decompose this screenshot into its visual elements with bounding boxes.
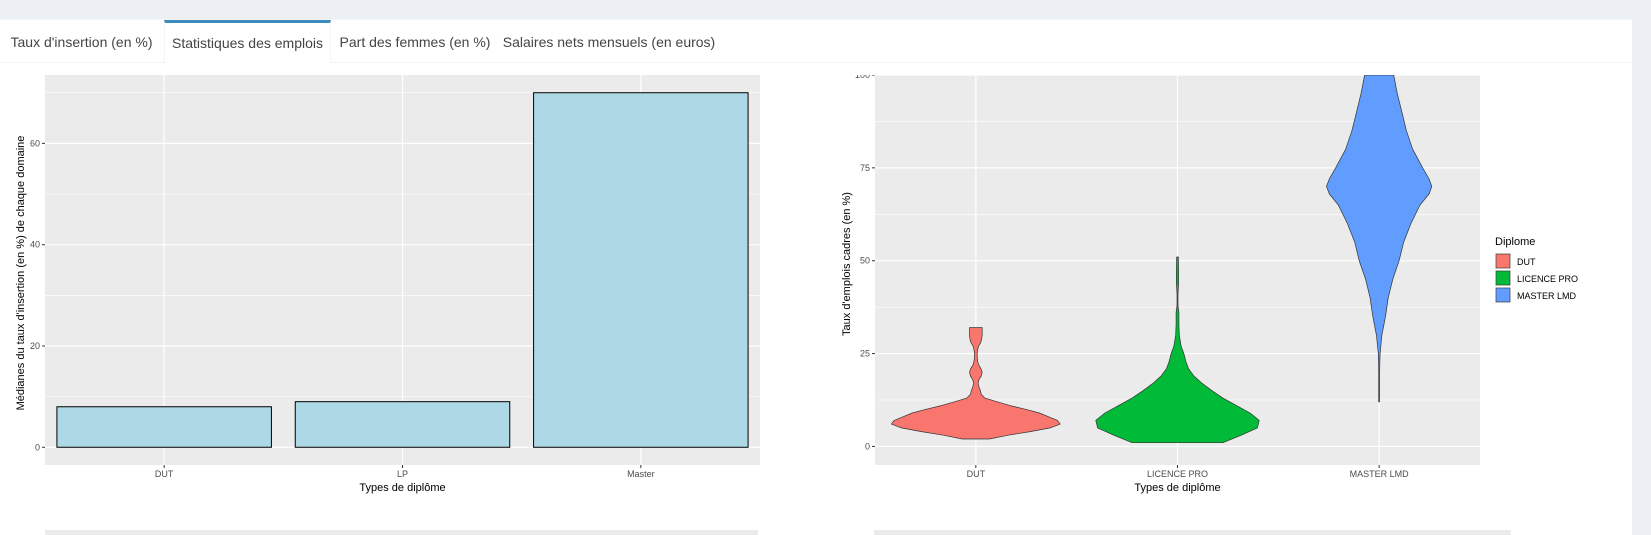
x-tick-label: DUT — [967, 469, 986, 479]
violin-licence-pro — [1095, 256, 1260, 444]
bar-dut — [56, 406, 272, 448]
next-plot-strip-left — [45, 530, 758, 535]
tab-statistiques-emplois[interactable]: Statistiques des emplois — [164, 20, 331, 63]
bar-master — [533, 92, 749, 448]
x-tick-label: DUT — [155, 469, 174, 479]
legend-key-master-lmd — [1495, 287, 1511, 303]
bar-chart-x-axis-title: Types de diplôme — [359, 482, 445, 494]
y-tick-label: 75 — [860, 163, 870, 173]
y-tick-label: 0 — [35, 442, 40, 452]
tab-taux-insertion[interactable]: Taux d'insertion (en %) — [10, 34, 153, 50]
violin-chart-x-axis: DUT LICENCE PRO MASTER LMD — [967, 465, 1410, 479]
y-tick-label: 40 — [30, 240, 40, 250]
legend-label: MASTER LMD — [1517, 291, 1577, 301]
bar-lp — [294, 401, 511, 448]
y-tick-label: 0 — [865, 441, 870, 451]
violin-chart-y-axis: 0 25 50 75 100 — [855, 75, 875, 451]
tab-bar: Taux d'insertion (en %) Statistiques des… — [0, 20, 1632, 63]
tab-salaires-nets[interactable]: Salaires nets mensuels (en euros) — [502, 34, 716, 50]
y-tick-label: 20 — [30, 341, 40, 351]
tab-part-femmes[interactable]: Part des femmes (en %) — [339, 34, 491, 50]
y-tick-label: 100 — [855, 75, 870, 80]
x-tick-label: LICENCE PRO — [1147, 469, 1208, 479]
bar-chart: 0 20 40 60 DUT LP Master Types de diplôme Méd… — [15, 75, 760, 494]
y-tick-label: 25 — [860, 349, 870, 359]
legend-label: DUT — [1517, 257, 1536, 267]
violin-chart-violins — [891, 75, 1433, 444]
violin-master-lmd — [1326, 75, 1433, 403]
x-tick-label: LP — [397, 469, 408, 479]
x-tick-label: MASTER LMD — [1350, 469, 1410, 479]
violin-chart-legend: Diplome DUT LICENCE PRO MASTER LMD — [1495, 236, 1578, 303]
bar-chart-bars — [56, 92, 749, 448]
legend-key-licence-pro — [1495, 270, 1511, 286]
bar-chart-y-axis-title: Médianes du taux d'insertion (en %) de c… — [15, 136, 27, 411]
y-tick-label: 50 — [860, 256, 870, 266]
legend-title: Diplome — [1495, 236, 1535, 248]
y-tick-label: 60 — [30, 138, 40, 148]
legend-key-dut — [1495, 253, 1511, 269]
violin-chart: 0 25 50 75 100 DUT LICENCE PRO MASTER LMD Type… — [841, 75, 1578, 494]
legend-label: LICENCE PRO — [1517, 274, 1578, 284]
next-plot-strip-right — [874, 530, 1511, 535]
violin-chart-y-axis-title: Taux d'emplois cadres (en %) — [841, 192, 853, 336]
x-tick-label: Master — [627, 469, 655, 479]
violin-dut — [891, 327, 1061, 440]
violin-chart-x-axis-title: Types de diplôme — [1134, 482, 1220, 494]
bar-chart-x-axis: DUT LP Master — [155, 465, 655, 479]
bar-chart-y-axis: 0 20 40 60 — [30, 138, 45, 452]
